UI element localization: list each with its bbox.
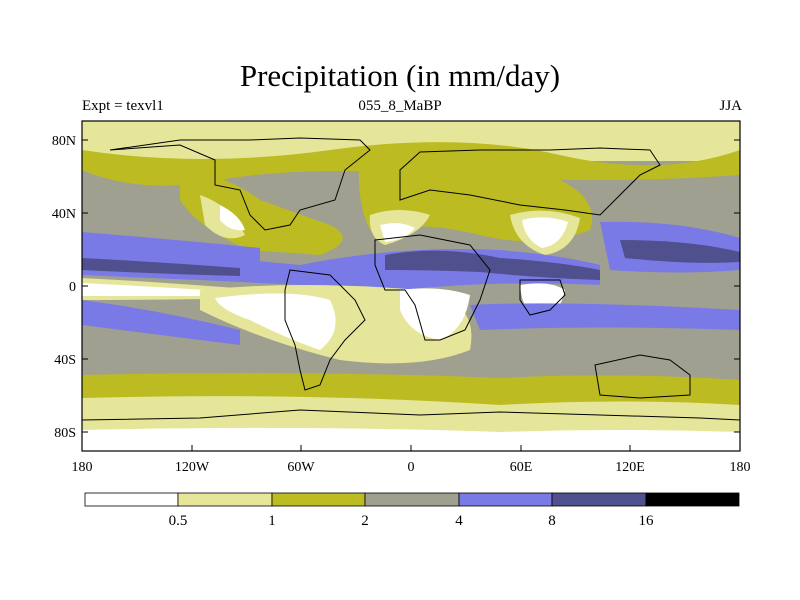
legend-label-16: 16 <box>639 513 655 529</box>
field-na-desert <box>220 205 245 231</box>
field-antarctic-dry <box>82 427 740 451</box>
lon-tick-marks <box>81 445 741 451</box>
legend-swatch-0.5-1 <box>177 492 273 507</box>
legend-swatch-4-8 <box>458 492 553 507</box>
field-asia-desert <box>522 217 568 248</box>
legend-swatch-lt-0.5 <box>84 492 179 507</box>
map-title: Precipitation (in mm/day) <box>239 58 561 93</box>
legend-label-2: 2 <box>361 513 369 529</box>
field-south-america-dry <box>215 293 336 350</box>
lat-label-80n: 80N <box>52 134 76 149</box>
lon-label-60e: 60E <box>510 460 533 475</box>
lon-label-60w: 60W <box>287 460 315 475</box>
field-itcz-heavy-west <box>82 258 240 276</box>
field-south-pacific-band <box>82 300 240 345</box>
coastlines <box>82 137 740 421</box>
precipitation-field <box>82 121 740 451</box>
lon-label-0: 0 <box>408 460 415 475</box>
legend-label-0.5: 0.5 <box>169 513 188 529</box>
legend-swatch-8-16 <box>551 492 647 507</box>
legend-swatch-1-2 <box>271 492 366 507</box>
lon-label-180e: 180 <box>730 460 751 475</box>
legend-label-1: 1 <box>268 513 276 529</box>
lat-label-80s: 80S <box>54 426 76 441</box>
field-africa-dry <box>400 288 470 340</box>
field-indian-ocean-band <box>470 303 740 330</box>
legend-swatch-2-4 <box>364 492 460 507</box>
legend-label-8: 8 <box>548 513 556 529</box>
lat-label-0: 0 <box>69 280 76 295</box>
experiment-label: Expt = texvl1 <box>82 98 164 114</box>
legend-bar <box>84 492 740 507</box>
lat-label-40n: 40N <box>52 207 76 222</box>
lon-label-120w: 120W <box>175 460 210 475</box>
field-itcz-heavy-east <box>385 250 600 280</box>
time-period-label: 055_8_MaBP <box>358 98 442 114</box>
legend-swatch-gt-16 <box>645 492 740 507</box>
field-west-pacific-heavy <box>620 240 740 263</box>
lon-label-180w: 180 <box>72 460 93 475</box>
legend-label-4: 4 <box>455 513 463 529</box>
lat-label-40s: 40S <box>54 353 76 368</box>
season-label: JJA <box>719 98 742 114</box>
lon-label-120e: 120E <box>615 460 645 475</box>
lat-tick-marks <box>82 139 740 433</box>
field-med-dry <box>380 223 415 242</box>
